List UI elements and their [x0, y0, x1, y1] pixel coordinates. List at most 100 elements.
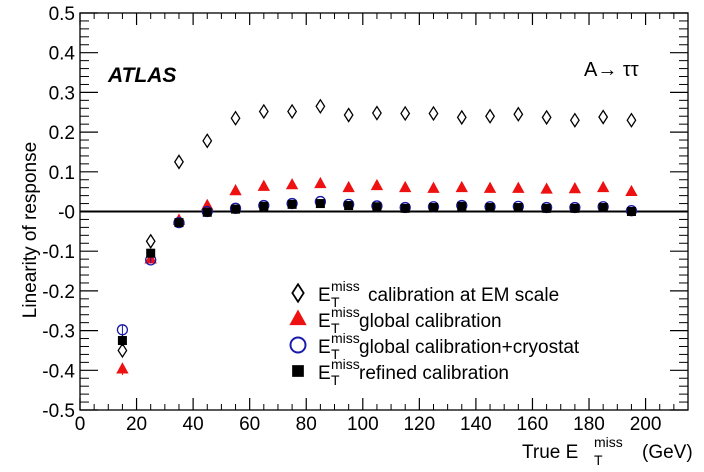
- data-point: [371, 105, 382, 121]
- x-axis-title: True E miss T (GeV): [522, 434, 693, 468]
- data-point: [287, 199, 297, 209]
- data-point: [287, 103, 298, 120]
- series-global-calibration: [116, 176, 638, 376]
- data-point: [400, 105, 411, 122]
- legend-symbol-sub: T: [331, 372, 340, 388]
- data-point: [569, 112, 580, 128]
- legend-symbol-sup: miss: [331, 356, 360, 372]
- x-tick-label: 140: [460, 414, 492, 435]
- data-point: [626, 207, 636, 216]
- x-tick-label: 40: [183, 414, 204, 435]
- x-tick-label: 160: [517, 414, 549, 435]
- legend-symbol-sup: miss: [331, 330, 360, 346]
- data-point: [259, 201, 269, 211]
- x-axis-title-sup: miss: [594, 434, 623, 450]
- data-point: [455, 180, 468, 193]
- data-point: [485, 108, 496, 124]
- data-point: [314, 176, 327, 189]
- y-tick-label: 0.3: [49, 83, 75, 104]
- x-axis-title-unit: (GeV): [642, 442, 693, 463]
- series-refined-calibration: [117, 199, 636, 347]
- data-point: [427, 181, 440, 193]
- x-tick-label: 20: [126, 414, 147, 435]
- legend-label: refined calibration: [359, 363, 509, 384]
- data-point: [117, 342, 128, 359]
- x-axis-title-prefix: True E: [522, 442, 578, 463]
- y-tick-label: 0.4: [49, 44, 76, 65]
- data-point: [428, 203, 438, 213]
- y-tick-label: -0.3: [42, 322, 75, 343]
- x-tick-label: 0: [75, 414, 86, 435]
- data-point: [342, 180, 355, 193]
- y-tick-label: 0.2: [49, 123, 75, 144]
- data-point: [428, 105, 439, 122]
- y-tick-label: 0.5: [49, 4, 75, 25]
- y-tick-label: -0.4: [42, 361, 75, 382]
- data-point: [598, 109, 609, 125]
- data-point: [568, 182, 582, 194]
- data-point: [370, 178, 384, 191]
- data-point: [174, 154, 184, 170]
- legend-symbol-sup: miss: [331, 278, 360, 294]
- data-point: [626, 112, 637, 128]
- data-point: [343, 107, 354, 123]
- legend-label: calibration at EM scale: [368, 285, 559, 306]
- y-tick-label: -0: [58, 203, 75, 224]
- y-tick-label: -0.5: [42, 401, 75, 422]
- data-point: [315, 98, 326, 114]
- data-point: [145, 233, 156, 249]
- plot-area: -0.5 -0.4 -0.3 -0.2 -0.1 -0 0.1 0.2 0.3 0.4 0.5 0 20…: [42, 4, 689, 435]
- data-point: [456, 109, 467, 126]
- data-point: [399, 180, 412, 193]
- legend-symbol-sub: T: [331, 320, 340, 336]
- data-point: [174, 218, 184, 228]
- data-point: [513, 106, 524, 122]
- legend-symbol-sub: T: [331, 294, 340, 310]
- legend-label: global calibration: [359, 311, 502, 332]
- data-point: [116, 324, 129, 336]
- y-tick-label: -0.2: [42, 282, 75, 303]
- data-point: [542, 203, 552, 213]
- legend-marker: [292, 365, 304, 377]
- legend-symbol-prefix: E: [318, 363, 331, 384]
- legend-symbol-sub: T: [331, 346, 340, 362]
- data-point: [512, 181, 525, 193]
- data-point: [257, 179, 270, 191]
- legend-label: global calibration+cryostat: [359, 337, 580, 358]
- legend-marker: [291, 282, 305, 304]
- x-tick-label: 100: [347, 414, 379, 435]
- legend-symbol-prefix: E: [318, 285, 331, 306]
- data-point: [596, 180, 610, 193]
- legend-marker: [289, 336, 307, 354]
- data-point: [457, 201, 467, 211]
- x-tick-label: 60: [239, 414, 260, 435]
- data-point: [285, 178, 299, 190]
- data-point: [146, 248, 156, 258]
- data-point: [485, 203, 495, 213]
- data-point: [116, 362, 129, 374]
- legend-symbol-prefix: E: [318, 337, 331, 358]
- data-point: [372, 202, 382, 212]
- y-tick-label: -0.1: [42, 242, 75, 263]
- data-point: [540, 182, 553, 194]
- data-point: [541, 109, 552, 126]
- legend-symbol-prefix: E: [318, 311, 331, 332]
- x-tick-label: 80: [296, 414, 317, 435]
- data-point: [258, 103, 269, 120]
- data-point: [315, 199, 325, 209]
- series-calibration-at-em-scale: [117, 98, 637, 359]
- data-point: [229, 184, 242, 196]
- x-tick-label: 180: [573, 414, 605, 435]
- x-tick-label: 120: [403, 414, 435, 435]
- y-axis-title: Linearity of response: [20, 142, 41, 318]
- x-axis-title-sub: T: [594, 452, 603, 468]
- data-point: [400, 203, 410, 213]
- data-point: [202, 133, 213, 149]
